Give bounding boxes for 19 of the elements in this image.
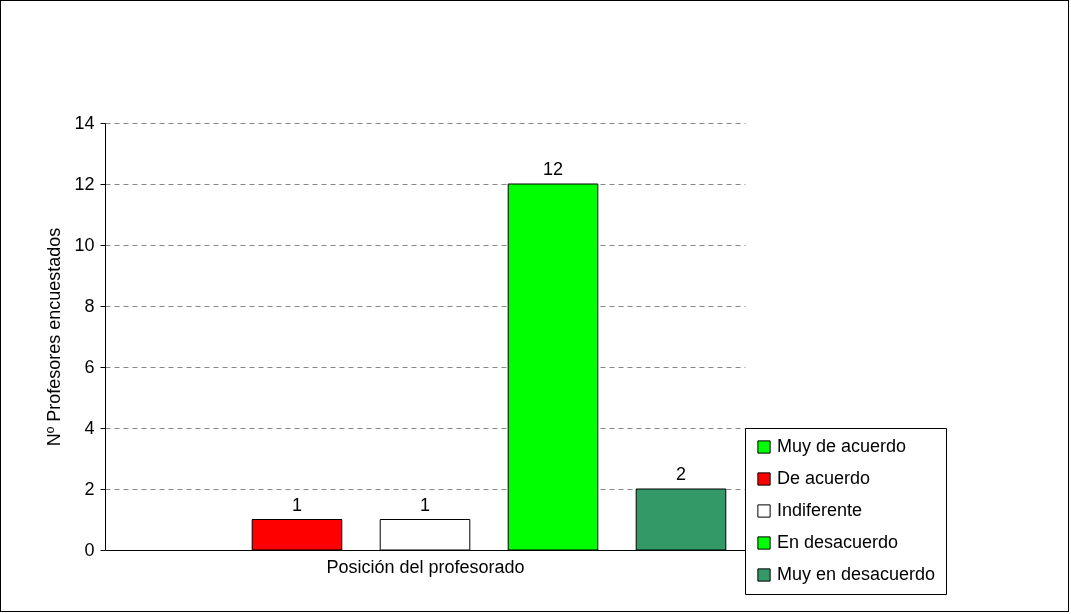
y-tick-label: 4: [84, 417, 95, 438]
y-tick-label: 0: [84, 539, 95, 560]
y-tick-label: 12: [74, 173, 95, 194]
y-tick-label: 2: [84, 478, 95, 499]
y-tick-label: 14: [74, 112, 95, 133]
data-label: 1: [419, 494, 431, 515]
y-tick-label: 8: [84, 295, 95, 316]
legend-label: De acuerdo: [777, 468, 871, 488]
data-label: 2: [675, 464, 687, 484]
y-tick-label: 10: [74, 234, 95, 255]
legend-label: Muy de acuerdo: [777, 436, 907, 456]
y-axis-title: Nº Profesores encuestados: [44, 227, 65, 447]
y-tick-label: 6: [84, 356, 95, 377]
data-label: 1: [291, 494, 303, 515]
legend-label: Muy en desacuerdo: [777, 564, 936, 584]
data-label: 12: [542, 159, 564, 179]
legend-label: En desacuerdo: [777, 532, 899, 552]
legend-label: Indiferente: [777, 500, 863, 520]
x-axis-title: Posición del profesorado: [326, 556, 525, 577]
